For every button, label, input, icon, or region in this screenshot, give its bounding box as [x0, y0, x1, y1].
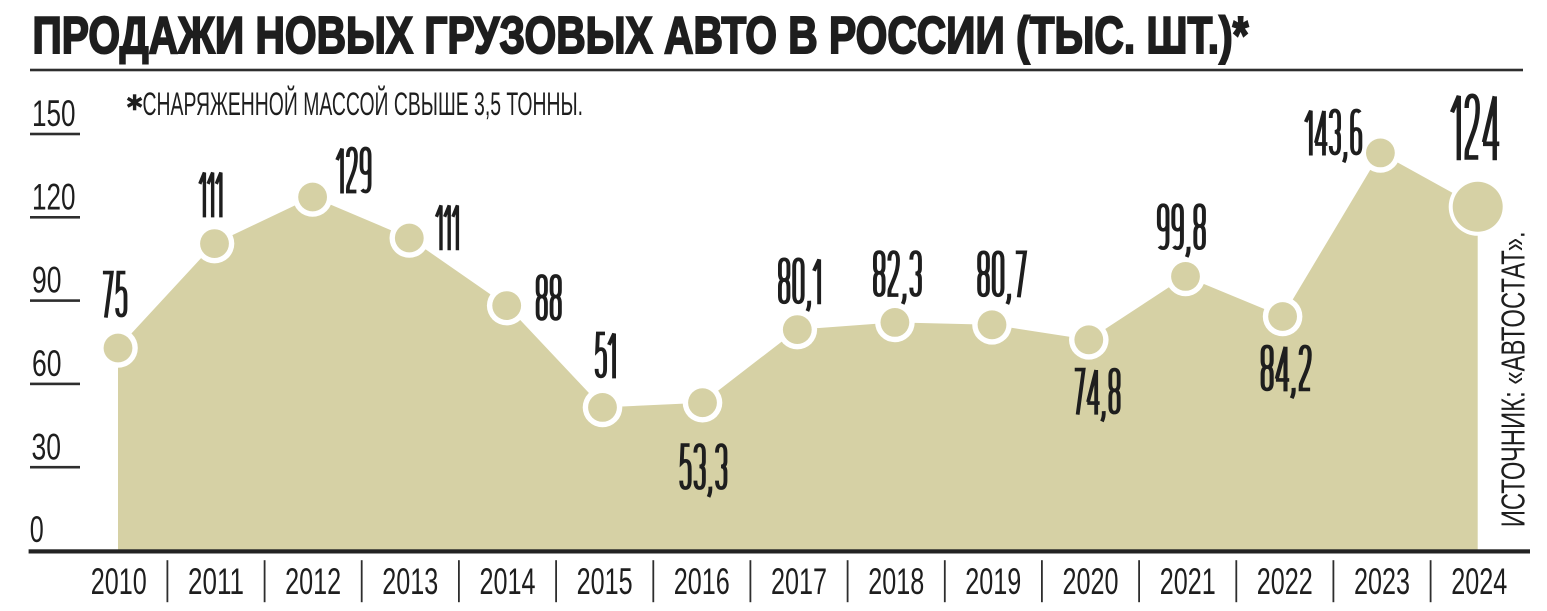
svg-text:2023: 2023: [1354, 561, 1410, 602]
svg-text:60: 60: [32, 343, 62, 384]
svg-text:90: 90: [32, 260, 62, 301]
svg-text:2021: 2021: [1160, 561, 1216, 602]
svg-text:2020: 2020: [1063, 561, 1119, 602]
svg-text:СНАРЯЖЕННОЙ МАССОЙ СВЫШЕ 3,5 Т: СНАРЯЖЕННОЙ МАССОЙ СВЫШЕ 3,5 ТОННЫ.: [143, 86, 584, 122]
svg-text:2016: 2016: [674, 561, 730, 602]
svg-text:2014: 2014: [480, 561, 536, 602]
svg-text:150: 150: [32, 93, 76, 134]
svg-text:ПРОДАЖИ НОВЫХ ГРУЗОВЫХ АВТО В: ПРОДАЖИ НОВЫХ ГРУЗОВЫХ АВТО В РОССИИ (ТЫ…: [33, 6, 1250, 64]
svg-text:2024: 2024: [1451, 561, 1507, 602]
svg-text:2012: 2012: [285, 561, 341, 602]
svg-text:2015: 2015: [577, 561, 633, 602]
svg-text:2011: 2011: [188, 561, 244, 602]
svg-text:ИСТОЧНИК: «АВТОСТАТ».: ИСТОЧНИК: «АВТОСТАТ».: [1495, 231, 1532, 527]
svg-text:2018: 2018: [868, 561, 924, 602]
svg-text:0: 0: [30, 509, 44, 550]
svg-text:2019: 2019: [965, 561, 1021, 602]
svg-text:30: 30: [32, 426, 62, 467]
svg-text:2022: 2022: [1257, 561, 1313, 602]
svg-text:2010: 2010: [91, 561, 147, 602]
svg-text:2013: 2013: [382, 561, 438, 602]
svg-text:2017: 2017: [771, 561, 827, 602]
svg-text:120: 120: [32, 176, 76, 217]
